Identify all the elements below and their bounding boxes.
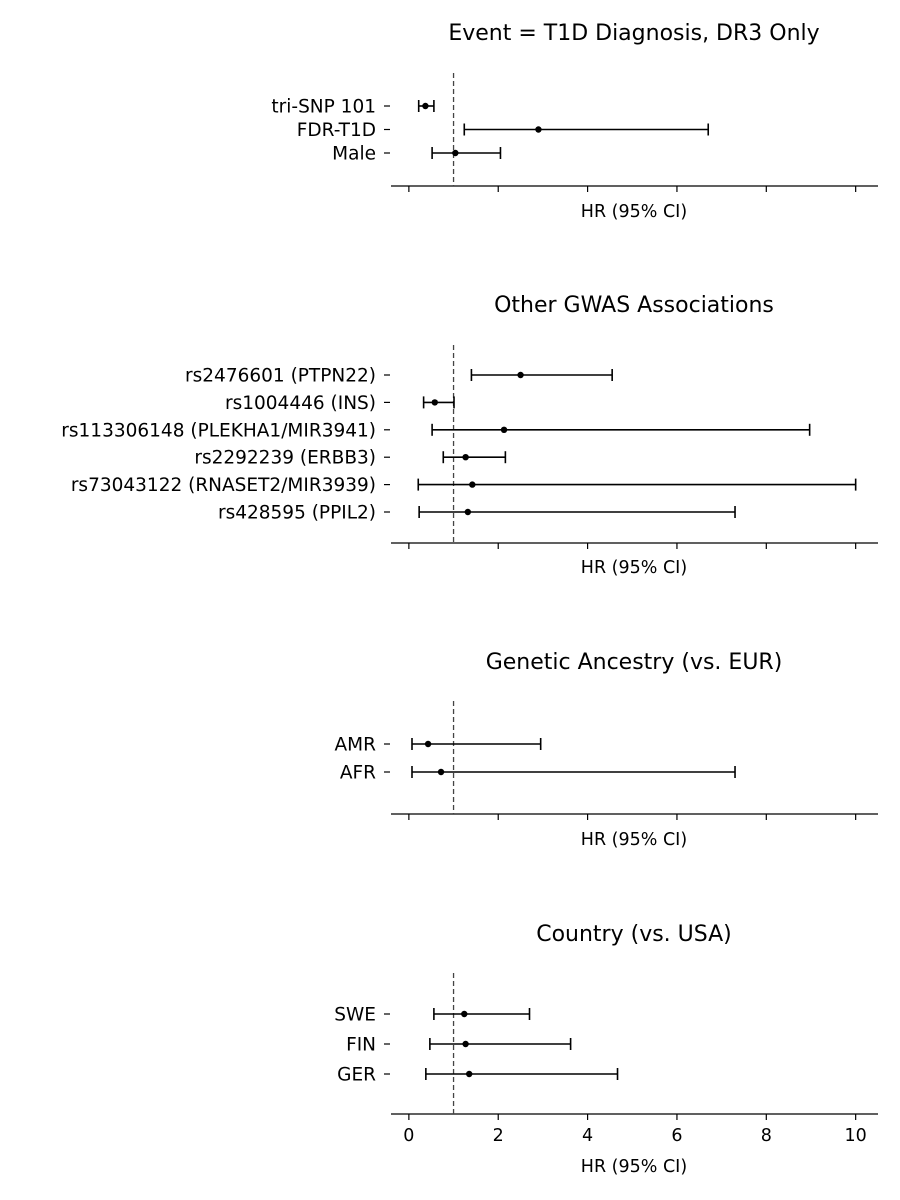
panel-title: Genetic Ancestry (vs. EUR) <box>486 650 783 675</box>
row-label: tri-SNP 101 <box>271 97 376 118</box>
row-label: SWE <box>334 1005 376 1026</box>
hr-point <box>422 102 429 110</box>
hr-point <box>517 371 524 379</box>
panel-other-gwas: Other GWAS Associations HR (95% CI) rs24… <box>61 293 878 578</box>
panel-country: Country (vs. USA) HR (95% CI) 0 2 4 6 8 10 SWE… <box>334 922 878 1177</box>
panel-genetic-ancestry: Genetic Ancestry (vs. EUR) HR (95% CI) A… <box>335 650 878 850</box>
panel-t1d-diagnosis: Event = T1D Diagnosis, DR3 Only HR (95% … <box>271 21 878 222</box>
plot-area: AMR AFR <box>335 701 878 820</box>
hr-point <box>464 508 472 516</box>
x-tick-label: 10 <box>845 1126 867 1146</box>
row-label: GER <box>337 1065 376 1086</box>
row-label: FDR-T1D <box>297 120 376 141</box>
panel-title: Country (vs. USA) <box>536 922 732 947</box>
row-label: rs73043122 (RNASET2/MIR3939) <box>71 475 376 496</box>
x-tick-label: 4 <box>582 1126 593 1146</box>
hr-point <box>461 1010 468 1018</box>
hr-point <box>462 1040 469 1048</box>
row-label: Male <box>332 144 376 165</box>
row-label: rs428595 (PPIL2) <box>218 503 376 524</box>
row-label: rs2292239 (ERBB3) <box>194 448 376 469</box>
x-axis-label: HR (95% CI) <box>581 558 687 578</box>
hr-point <box>535 126 542 133</box>
hr-point <box>452 149 459 157</box>
plot-area: rs2476601 (PTPN22) rs1004446 (INS) rs11330… <box>61 345 878 549</box>
hr-point <box>424 740 432 748</box>
x-tick-label: 6 <box>671 1126 682 1146</box>
hr-point <box>462 454 469 461</box>
hr-point <box>437 768 445 776</box>
hr-point <box>469 481 476 488</box>
hr-point <box>465 1070 473 1078</box>
plot-area: 0 2 4 6 8 10 SWE FIN GER <box>334 973 878 1146</box>
panel-title: Event = T1D Diagnosis, DR3 Only <box>448 21 819 46</box>
x-axis-label: HR (95% CI) <box>581 830 687 850</box>
row-label: AFR <box>340 763 376 784</box>
x-tick-label: 8 <box>761 1126 772 1146</box>
panel-title: Other GWAS Associations <box>494 293 774 318</box>
row-label: AMR <box>335 735 377 756</box>
x-tick-label: 0 <box>403 1126 414 1146</box>
row-label: FIN <box>346 1035 376 1056</box>
row-label: rs113306148 (PLEKHA1/MIR3941) <box>61 420 376 441</box>
x-axis-label: HR (95% CI) <box>581 1157 687 1177</box>
row-label: rs2476601 (PTPN22) <box>185 366 376 387</box>
x-tick-label: 2 <box>493 1126 504 1146</box>
row-label: rs1004446 (INS) <box>225 393 376 414</box>
x-axis-label: HR (95% CI) <box>581 202 687 222</box>
hr-point <box>431 399 438 406</box>
hr-point <box>500 426 508 433</box>
